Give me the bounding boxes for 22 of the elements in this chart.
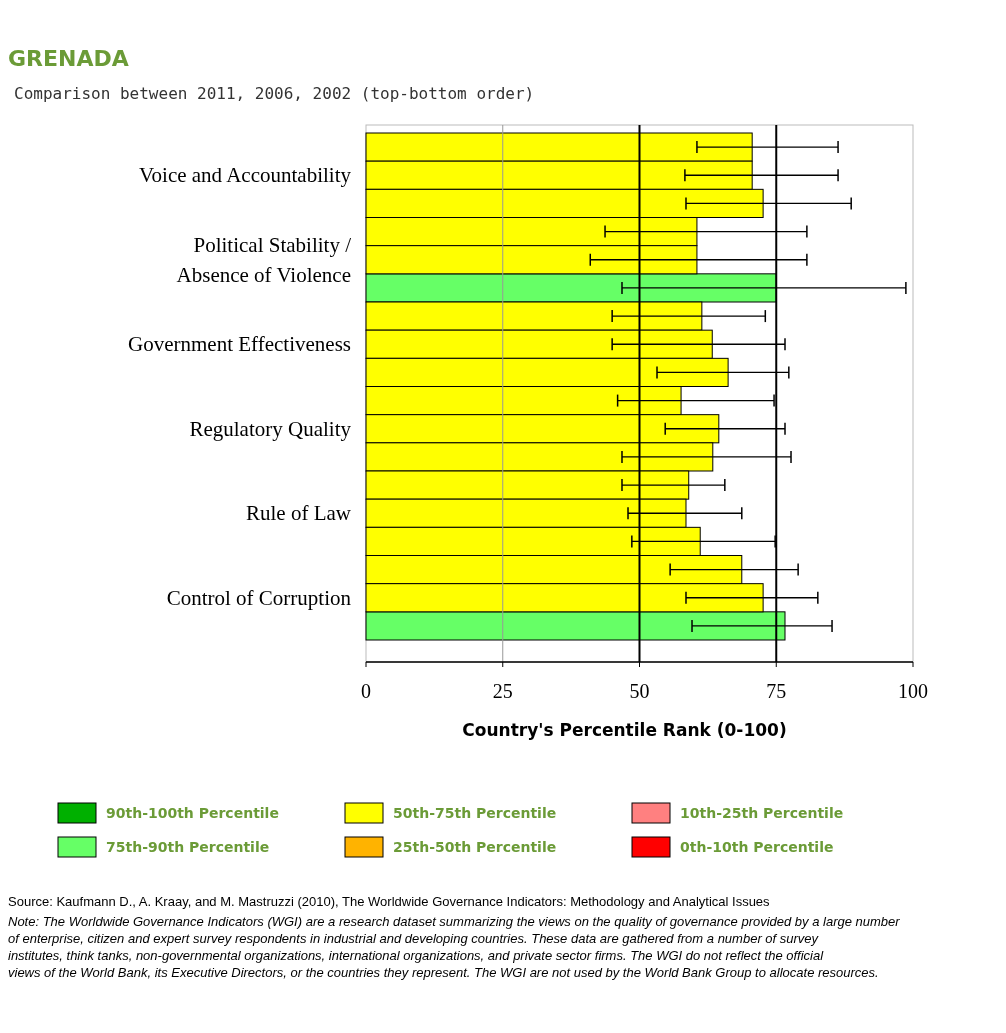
y-tick-label: Rule of Law bbox=[246, 501, 352, 526]
chart-subtitle: Comparison between 2011, 2006, 2002 (top-bottom order) bbox=[14, 84, 535, 103]
x-tick-label: 75 bbox=[766, 680, 787, 702]
y-tick-label: Government Effectiveness bbox=[128, 332, 351, 357]
legend-label: 0th-10th Percentile bbox=[680, 839, 834, 855]
y-tick-label: Voice and Accountability bbox=[139, 163, 352, 188]
y-tick-label: Regulatory Quality bbox=[189, 416, 352, 441]
legend-label: 25th-50th Percentile bbox=[393, 839, 557, 855]
text: Note: The Worldwide Governance Indicators (WGI) are a research dataset summarizing the views on the quality of governance provided by a large number of enterprise, citizen and expert survey respondents in industrial and developing countries. These data are gathered from a number of survey institutes, think tanks, non-governmental organizations, international organizations, and private sector firms. The WGI do not reflect the official views of the World Bank, its Executive Directors, or the countries they represent. The WGI are not used by the World Bank Group to allocate resources. bbox=[8, 914, 901, 980]
legend-label: 90th-100th Percentile bbox=[106, 805, 279, 821]
legend-label: 50th-75th Percentile bbox=[393, 805, 557, 821]
source-note: Source: Kaufmann D., A. Kraay, and M. Mastruzzi (2010), The Worldwide Governance Indicators: Methodology and Analytical Issues bbox=[8, 894, 771, 909]
x-tick-label: 100 bbox=[898, 680, 928, 702]
x-tick-label: 25 bbox=[492, 680, 513, 702]
legend-label: 75th-90th Percentile bbox=[106, 839, 270, 855]
y-tick-label: Political Stability / Absence of Violence bbox=[176, 232, 352, 287]
x-tick-label: 0 bbox=[361, 680, 371, 702]
x-tick-label: 50 bbox=[629, 680, 650, 702]
legend-label: 10th-25th Percentile bbox=[680, 805, 844, 821]
x-axis-title: Country's Percentile Rank (0-100) bbox=[462, 720, 787, 740]
y-tick-label: Control of Corruption bbox=[166, 585, 352, 610]
text: GRENADA bbox=[8, 46, 129, 71]
